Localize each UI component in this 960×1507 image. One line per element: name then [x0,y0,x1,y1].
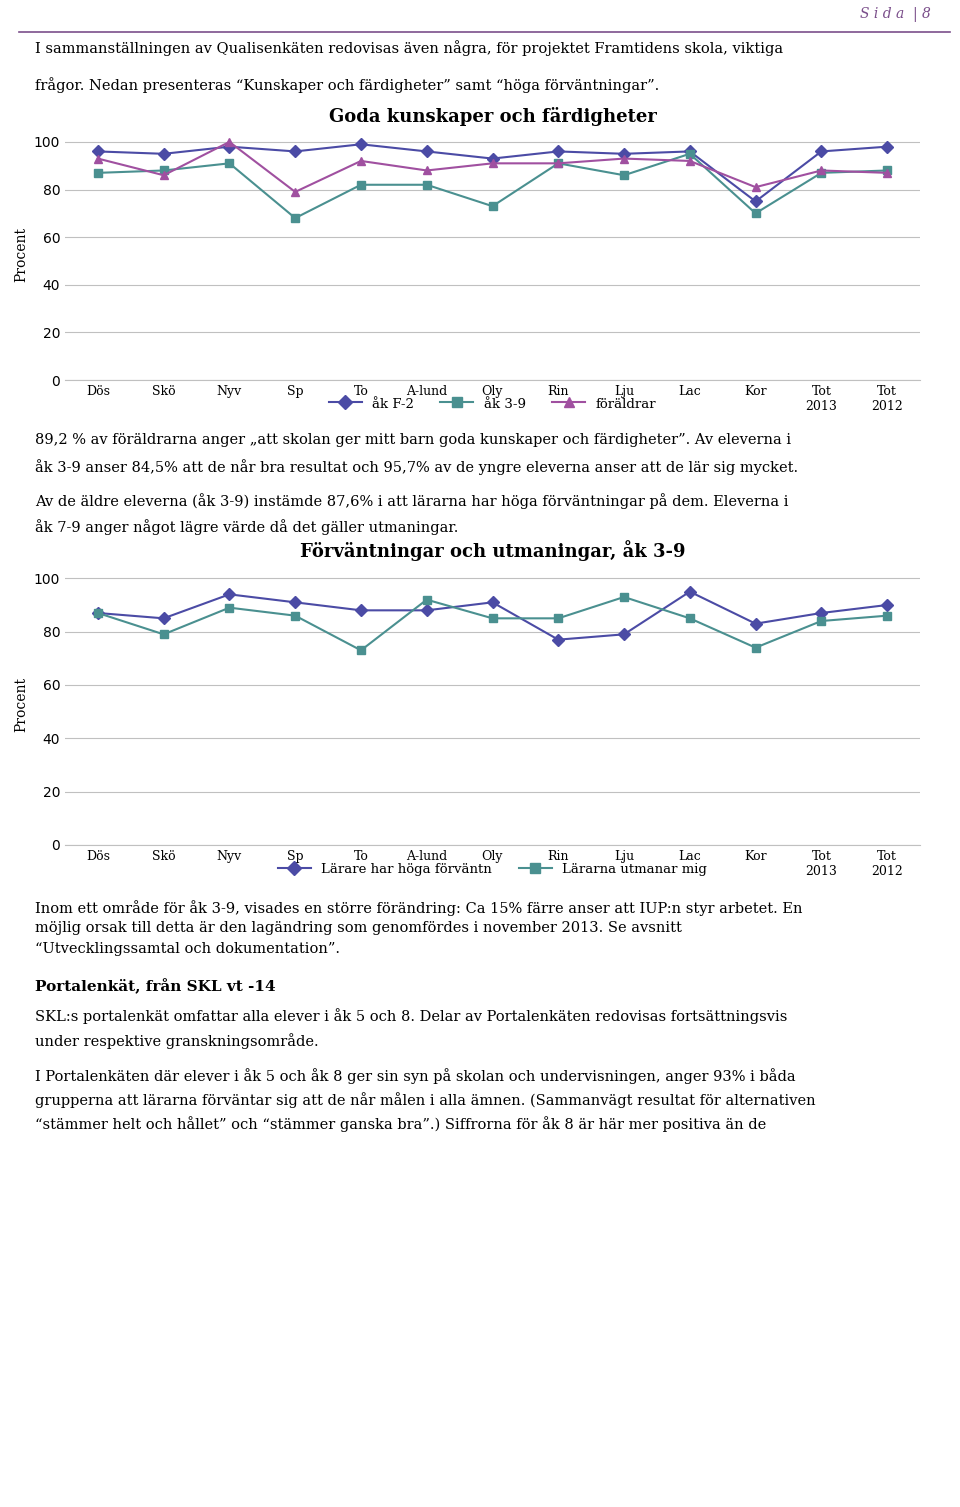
Text: S i d a  | 8: S i d a | 8 [860,8,931,23]
Title: Förväntningar och utmaningar, åk 3-9: Förväntningar och utmaningar, åk 3-9 [300,540,685,561]
Y-axis label: Procent: Procent [14,678,28,732]
Text: Portalenkät, från SKL vt -14: Portalenkät, från SKL vt -14 [35,978,276,993]
Text: SKL:s portalenkät omfattar alla elever i åk 5 och 8. Delar av Portalenkäten redo: SKL:s portalenkät omfattar alla elever i… [35,1008,787,1023]
Text: “stämmer helt och hållet” och “stämmer ganska bra”.) Siffrorna för åk 8 är här m: “stämmer helt och hållet” och “stämmer g… [35,1117,766,1132]
Title: Goda kunskaper och färdigheter: Goda kunskaper och färdigheter [328,107,657,125]
Text: 89,2 % av föräldrarna anger „att skolan ger mitt barn goda kunskaper och färdigh: 89,2 % av föräldrarna anger „att skolan … [35,433,791,448]
Text: åk 3-9 anser 84,5% att de når bra resultat och 95,7% av de yngre eleverna anser : åk 3-9 anser 84,5% att de når bra result… [35,460,798,475]
Text: möjlig orsak till detta är den lagändring som genomfördes i november 2013. Se av: möjlig orsak till detta är den lagändrin… [35,921,682,936]
Text: Inom ett område för åk 3-9, visades en större förändring: Ca 15% färre anser att: Inom ett område för åk 3-9, visades en s… [35,900,803,916]
Text: åk 7-9 anger något lägre värde då det gäller utmaningar.: åk 7-9 anger något lägre värde då det gä… [35,518,458,535]
Y-axis label: Procent: Procent [14,228,28,282]
Text: I sammanställningen av Qualisenkäten redovisas även några, för projektet Framtid: I sammanställningen av Qualisenkäten red… [35,41,783,56]
Text: frågor. Nedan presenteras “Kunskaper och färdigheter” samt “höga förväntningar”.: frågor. Nedan presenteras “Kunskaper och… [35,77,660,93]
Legend: Lärare har höga förväntn, Lärarna utmanar mig: Lärare har höga förväntn, Lärarna utmana… [273,857,712,882]
Text: I Portalenkäten där elever i åk 5 och åk 8 ger sin syn på skolan och undervisnin: I Portalenkäten där elever i åk 5 och åk… [35,1068,796,1084]
Text: grupperna att lärarna förväntar sig att de når målen i alla ämnen. (Sammanvägt r: grupperna att lärarna förväntar sig att … [35,1093,816,1108]
Text: Av de äldre eleverna (åk 3-9) instämde 87,6% i att lärarna har höga förväntninga: Av de äldre eleverna (åk 3-9) instämde 8… [35,493,788,509]
Text: “Utvecklingssamtal och dokumentation”.: “Utvecklingssamtal och dokumentation”. [35,942,340,957]
Legend: åk F-2, åk 3-9, föräldrar: åk F-2, åk 3-9, föräldrar [324,392,661,416]
Text: under respektive granskningsområde.: under respektive granskningsområde. [35,1032,319,1049]
